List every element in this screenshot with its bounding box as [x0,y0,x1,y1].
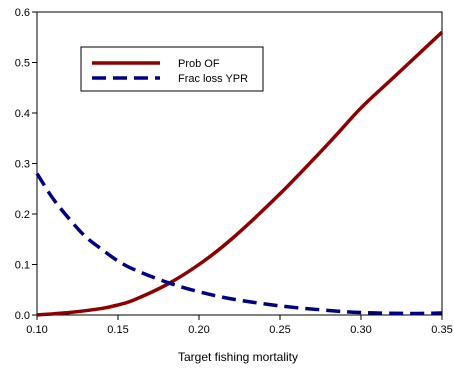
x-axis-title: Target fishing mortality [178,350,298,364]
x-tick-label: 0.15 [107,324,128,336]
y-tick-label: 0.6 [15,7,30,19]
legend: Prob OF Frac loss YPR [80,46,264,92]
y-tick-label: 0.2 [15,209,30,221]
legend-label: Frac loss YPR [178,73,248,85]
y-tick-label: 0.3 [15,159,30,171]
y-tick-label: 0.0 [15,310,30,322]
x-tick-label: 0.20 [188,324,209,336]
y-tick-label: 0.1 [15,260,30,272]
x-tick-label: 0.35 [431,324,452,336]
x-tick-label: 0.25 [269,324,290,336]
series-line-frac-loss-ypr [35,172,443,316]
y-axis: 0.0 0.1 0.2 0.3 0.4 0.5 0.6 [15,7,37,322]
y-tick-label: 0.5 [15,58,30,70]
series-line-prob-of [36,30,444,317]
legend-label: Prob OF [178,58,220,70]
x-axis: 0.10 0.15 0.20 0.25 0.30 0.35 [26,315,453,336]
x-tick-label: 0.30 [350,324,371,336]
x-tick-label: 0.10 [26,324,47,336]
y-tick-label: 0.4 [15,108,30,120]
series-layer [35,30,444,317]
legend-box [80,46,264,92]
